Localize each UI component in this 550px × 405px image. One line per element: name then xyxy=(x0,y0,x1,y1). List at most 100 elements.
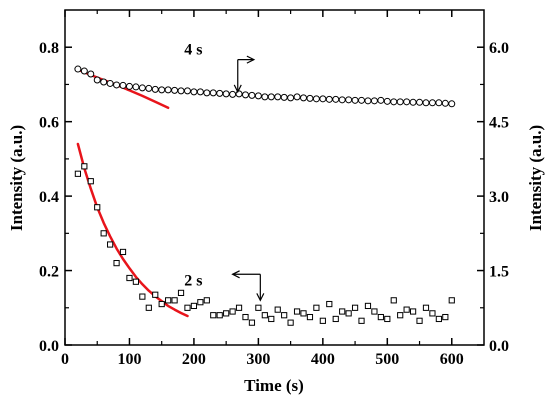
data-point-circle xyxy=(358,96,366,104)
data-point-square xyxy=(416,317,423,324)
data-point-square xyxy=(377,313,384,321)
data-point-square xyxy=(332,315,339,323)
data-point-square xyxy=(300,310,307,317)
data-point-square xyxy=(313,304,320,311)
data-point-circle xyxy=(203,89,211,97)
data-point-circle xyxy=(428,99,436,107)
data-point-circle xyxy=(409,98,417,106)
data-point-circle xyxy=(183,87,191,95)
data-point-circle xyxy=(370,97,378,105)
data-point-square xyxy=(81,163,88,170)
annotation-arrowhead-down-2s xyxy=(256,293,265,302)
data-point-circle xyxy=(151,85,159,93)
data-point-circle xyxy=(261,93,269,101)
markers-layer xyxy=(74,65,456,326)
annotation-arrowhead-down-4s xyxy=(233,84,242,94)
data-point-circle xyxy=(171,86,179,94)
data-point-circle xyxy=(306,94,314,102)
data-point-square xyxy=(274,306,281,313)
data-point-circle xyxy=(113,81,121,89)
annotations-layer: 4 s 2 s xyxy=(184,42,265,302)
x-tick-label: 500 xyxy=(375,351,399,368)
data-point-square xyxy=(345,310,352,317)
data-point-circle xyxy=(254,92,262,100)
data-point-circle xyxy=(164,86,172,94)
data-point-square xyxy=(261,312,268,319)
data-point-square xyxy=(448,297,455,304)
data-point-circle xyxy=(422,99,430,107)
y-right-tick-label: 3.0 xyxy=(489,189,509,206)
data-point-circle xyxy=(248,91,256,99)
data-point-square xyxy=(203,297,210,304)
data-point-square xyxy=(409,308,417,315)
data-point-circle xyxy=(280,93,288,101)
y-axis-right-title: Intensity (a.u.) xyxy=(526,125,545,231)
data-point-circle xyxy=(403,98,411,106)
annotation-label-4s: 4 s xyxy=(184,42,202,59)
data-point-square xyxy=(268,315,275,323)
data-point-square xyxy=(442,313,449,321)
data-point-circle xyxy=(119,81,127,89)
data-point-square xyxy=(113,260,120,267)
data-point-circle xyxy=(383,97,391,105)
data-point-square xyxy=(165,297,172,304)
data-point-square xyxy=(358,317,365,324)
data-point-square xyxy=(94,204,101,211)
data-point-circle xyxy=(196,88,204,96)
data-point-square xyxy=(177,289,185,296)
data-point-circle xyxy=(300,94,308,102)
data-point-circle xyxy=(145,84,153,92)
plot-frame xyxy=(64,9,485,346)
data-point-square xyxy=(139,293,146,300)
annotation-label-2s: 2 s xyxy=(184,272,202,289)
data-point-circle xyxy=(267,93,275,101)
x-tick-label: 100 xyxy=(117,351,141,368)
data-point-square xyxy=(74,170,81,177)
data-point-circle xyxy=(235,90,243,98)
y-right-tick-label: 0.0 xyxy=(489,338,509,355)
data-point-circle xyxy=(93,76,101,84)
data-point-square xyxy=(126,274,133,282)
y-right-tick-label: 1.5 xyxy=(489,264,509,281)
data-point-square xyxy=(242,313,249,321)
data-point-circle xyxy=(396,98,404,106)
data-point-square xyxy=(158,300,165,308)
data-point-circle xyxy=(287,94,295,102)
data-point-circle xyxy=(106,79,114,87)
data-point-square xyxy=(223,310,230,317)
data-point-circle xyxy=(74,65,82,73)
data-point-circle xyxy=(351,96,359,104)
data-point-circle xyxy=(293,93,301,101)
data-point-square xyxy=(107,241,114,248)
data-point-square xyxy=(364,302,372,310)
data-point-square xyxy=(287,319,294,326)
data-point-circle xyxy=(416,98,424,106)
data-point-square xyxy=(384,315,391,323)
data-point-square xyxy=(403,306,410,313)
fit-curves-layer xyxy=(76,68,189,318)
data-point-square xyxy=(132,278,140,285)
data-point-circle xyxy=(138,84,146,92)
y-left-tick-label: 0.2 xyxy=(39,264,59,281)
data-point-square xyxy=(255,304,262,311)
data-point-square xyxy=(190,302,198,310)
data-point-circle xyxy=(190,88,198,96)
data-point-square xyxy=(429,310,436,317)
data-point-circle xyxy=(177,87,185,95)
y-right-tick-label: 4.5 xyxy=(489,115,509,132)
data-point-square xyxy=(197,299,204,306)
data-point-circle xyxy=(435,99,443,107)
fit-curve-2s xyxy=(76,142,189,318)
data-point-square xyxy=(371,308,378,315)
data-point-circle xyxy=(345,96,353,104)
data-point-circle xyxy=(132,83,140,91)
x-tick-label: 600 xyxy=(440,351,464,368)
data-point-circle xyxy=(332,95,340,103)
data-point-square xyxy=(184,304,191,311)
data-point-circle xyxy=(448,100,456,108)
y-left-tick-label: 0.8 xyxy=(39,40,59,57)
data-point-square xyxy=(235,304,243,311)
data-point-square xyxy=(229,308,236,315)
